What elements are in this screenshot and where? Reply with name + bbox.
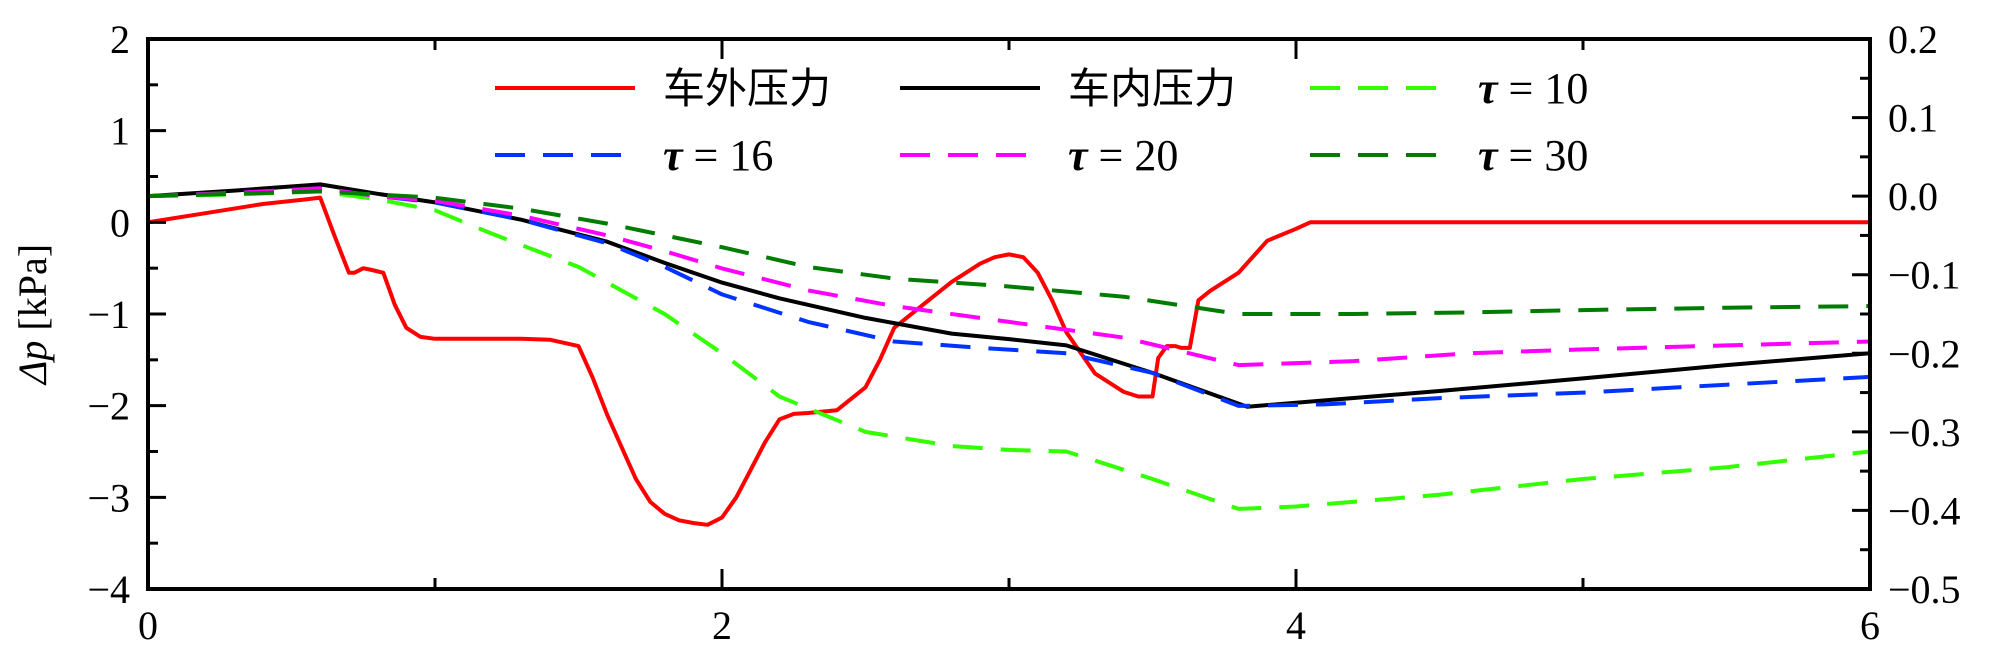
y-tick-label-6: 2 — [110, 17, 130, 62]
series-line-3 — [148, 186, 1870, 408]
y2-tick-label-0: −0.5 — [1888, 567, 1961, 612]
y2-tick-label-1: −0.4 — [1888, 488, 1961, 533]
x-tick-label-2: 4 — [1286, 603, 1306, 648]
axes-layer: 0 2 4 6 −4 −3 −2 −1 0 1 2 −0.5 −0.4 −0.3 −0.2 −0.1 0.0 0.… — [10, 17, 1961, 648]
y2-tick-label-2: −0.3 — [1888, 410, 1961, 455]
x-tick-label-0: 0 — [138, 603, 158, 648]
legend: 车外压力 车内压力 τ = 10 τ = 16 τ = 20 τ = 30 — [495, 64, 1588, 180]
y-tick-label-5: 1 — [110, 109, 130, 154]
plot-frame — [146, 37, 1872, 591]
series-layer — [148, 182, 1870, 527]
y-tick-label-4: 0 — [110, 200, 130, 245]
y2-tick-label-7: 0.2 — [1888, 17, 1938, 62]
series-line-5 — [148, 189, 1870, 316]
y-tick-label-1: −3 — [87, 475, 130, 520]
y2-tick-label-6: 0.1 — [1888, 96, 1938, 141]
legend-label-2: τ = 10 — [1478, 64, 1588, 113]
y-tick-label-3: −1 — [87, 292, 130, 337]
series-line-0 — [148, 195, 1870, 527]
y-tick-label-2: −2 — [87, 384, 130, 429]
legend-label-4: τ = 20 — [1068, 131, 1178, 180]
x-tick-label-1: 2 — [712, 603, 732, 648]
legend-label-5: τ = 30 — [1478, 131, 1588, 180]
y-axis-label: Δp [kPa] — [10, 244, 55, 386]
legend-label-0: 车外压力 — [663, 64, 831, 113]
y-tick-label-0: −4 — [87, 567, 130, 612]
series-line-2 — [148, 189, 1870, 511]
legend-label-3: τ = 16 — [663, 131, 773, 180]
y2-tick-label-3: −0.2 — [1888, 331, 1961, 376]
y2-tick-label-4: −0.1 — [1888, 253, 1961, 298]
legend-label-1: 车内压力 — [1068, 64, 1236, 113]
y2-tick-label-5: 0.0 — [1888, 174, 1938, 219]
series-line-1 — [148, 182, 1870, 409]
x-tick-label-3: 6 — [1860, 603, 1880, 648]
